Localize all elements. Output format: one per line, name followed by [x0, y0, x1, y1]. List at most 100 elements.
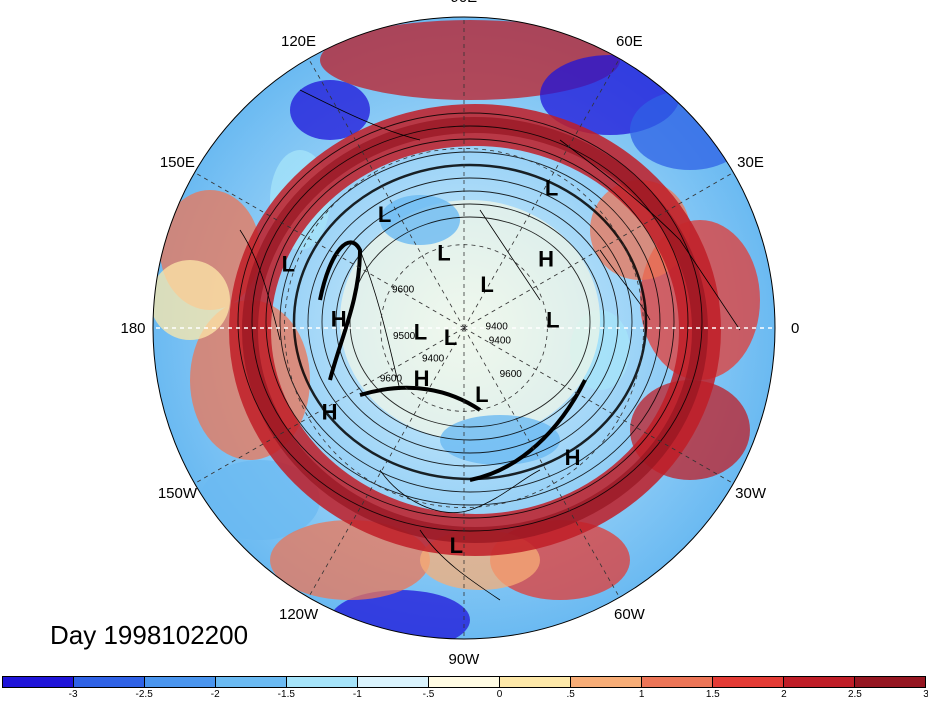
- meridian: [463, 327, 620, 598]
- map-border: [152, 16, 776, 640]
- contour-value-label: 9500: [393, 331, 416, 342]
- anomaly-blob: [630, 90, 750, 170]
- coastline: [419, 529, 501, 601]
- longitude-label: 150W: [157, 485, 198, 502]
- contour-value-label: 9600: [380, 374, 403, 385]
- contour-value-label: 9600: [500, 369, 523, 380]
- longitude-label: 120W: [279, 606, 319, 624]
- longitude-label: 30E: [737, 154, 764, 171]
- low-pressure-label: L: [282, 252, 295, 277]
- inner-cold-blob: [380, 195, 460, 245]
- height-contour: [237, 112, 703, 532]
- longitude-label: 30W: [735, 485, 766, 502]
- colorbar-swatch: [500, 677, 571, 687]
- height-contour: [349, 216, 591, 428]
- colorbar-tick-label: 2.5: [847, 689, 862, 700]
- low-pressure-label: L: [444, 325, 457, 350]
- low-pressure-label: L: [437, 241, 450, 266]
- anomaly-blob: [200, 460, 320, 540]
- contour-value-label: 9400: [422, 353, 445, 364]
- colorbar-tick-label: -1.5: [277, 689, 295, 700]
- longitude-label: 120E: [281, 32, 317, 50]
- inner-region: [340, 200, 600, 440]
- colorbar-swatch: [642, 677, 713, 687]
- low-pressure-label: L: [378, 202, 391, 227]
- coastline: [479, 209, 541, 301]
- longitude-label: 150E: [159, 154, 195, 171]
- colorbar-swatch: [429, 677, 500, 687]
- contour-value-label: 9600: [392, 284, 415, 295]
- height-contours: [237, 112, 703, 532]
- height-contour: [265, 138, 675, 506]
- colorbar-tick-label: 1.5: [705, 689, 720, 700]
- longitude-label: 0: [791, 319, 800, 337]
- colorbar-swatch: [216, 677, 287, 687]
- colorbar-tick-label: -1: [352, 689, 362, 700]
- high-pressure-label: H: [331, 307, 347, 332]
- jet-core-line: [469, 379, 587, 482]
- coastline: [559, 139, 741, 331]
- longitude-label: 60E: [616, 32, 643, 50]
- coastline: [359, 249, 401, 391]
- colorbar-tick-label: -2.5: [135, 689, 153, 700]
- coastline: [299, 89, 421, 141]
- jet-ring: [229, 104, 721, 556]
- meridian: [463, 58, 620, 329]
- anomaly-blob: [320, 20, 620, 100]
- low-pressure-label: L: [546, 308, 559, 333]
- height-contour: [279, 151, 661, 493]
- coastlines: [239, 89, 741, 601]
- colorbar-swatch: [571, 677, 642, 687]
- colorbar-swatch: [855, 677, 925, 687]
- height-contour: [335, 203, 605, 441]
- colorbar: [2, 676, 926, 688]
- longitude-label: 180: [120, 319, 146, 337]
- contour-labels: 9600 9500 9400 9600 9400 9400 9600: [380, 284, 522, 384]
- low-pressure-label: L: [480, 272, 493, 297]
- day-title: Day 1998102200: [50, 620, 249, 650]
- contour-value-label: 9400: [489, 336, 512, 347]
- high-pressure-label: H: [322, 399, 338, 424]
- colorbar-swatch: [287, 677, 358, 687]
- meridian: [194, 172, 465, 329]
- high-pressure-label: H: [565, 445, 581, 470]
- colorbar-swatch: [3, 677, 74, 687]
- longitude-label: 60W: [614, 606, 645, 624]
- low-pressure-label: L: [414, 319, 427, 344]
- low-pressure-label: L: [545, 175, 558, 200]
- colorbar-ticks: -3 -2.5 -2 -1.5 -1 -.5 0 .5 1 1.5 2 2.5 3: [2, 689, 928, 702]
- lat-lon-grid: [153, 17, 775, 639]
- meridian: [463, 327, 734, 484]
- colorbar-tick-label: 2: [781, 689, 787, 700]
- jet-core-line: [318, 240, 363, 381]
- jet-ring-core: [242, 117, 708, 543]
- colorbar-swatch: [358, 677, 429, 687]
- longitude-label: 90W: [448, 650, 480, 668]
- height-contour: [307, 177, 633, 467]
- colorbar-swatch: [713, 677, 784, 687]
- colorbar-tick-label: 1: [638, 689, 645, 700]
- colorbar-tick-label: 3: [923, 689, 928, 700]
- colorbar-swatch: [145, 677, 216, 687]
- anomaly-blob: [290, 80, 370, 140]
- colorbar-tick-label: -3: [68, 689, 78, 700]
- colorbar-tick-label: -2: [210, 689, 220, 700]
- high-pressure-label: H: [538, 247, 554, 272]
- longitude-label: 90E: [451, 0, 478, 6]
- height-contour: [251, 125, 689, 519]
- contour-value-label: 9400: [486, 321, 509, 332]
- meridian: [194, 327, 465, 484]
- anomaly-blob: [153, 260, 230, 340]
- height-contour: [321, 190, 619, 454]
- colorbar-tick-label: -.5: [422, 689, 435, 700]
- jet-core-line: [359, 385, 482, 412]
- colorbar-tick-label: 0: [496, 689, 503, 700]
- meridian: [308, 58, 465, 329]
- meridian: [463, 172, 734, 329]
- colorbar-swatch: [74, 677, 145, 687]
- coastline: [379, 469, 541, 513]
- high-pressure-label: H: [414, 366, 430, 391]
- low-pressure-label: L: [450, 533, 463, 558]
